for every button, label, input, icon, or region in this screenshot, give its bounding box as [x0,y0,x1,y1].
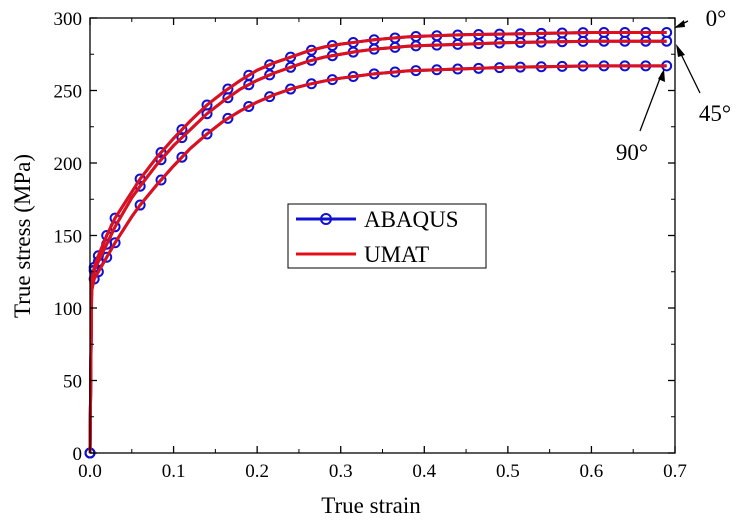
abaqus-marker [109,237,121,249]
x-tick-label: 0.1 [162,461,186,482]
abaqus-marker [243,100,255,112]
y-tick-label: 150 [54,227,83,248]
abaqus-marker [264,59,276,71]
abaqus-marker [264,91,276,103]
y-tick-label: 0 [73,444,83,465]
y-tick-label: 200 [54,154,83,175]
annotation-0-label: 0° [706,6,727,31]
abaqus-marker [201,128,213,140]
y-tick-label: 300 [54,9,83,30]
legend: ABAQUS UMAT [287,203,487,269]
abaqus-marker [201,108,213,120]
abaqus-marker [176,151,188,163]
legend-umat-label: UMAT [364,242,429,267]
x-tick-label: 0.2 [245,461,269,482]
y-tick-label: 50 [63,372,82,393]
abaqus-marker [222,112,234,124]
y-tick-label: 250 [54,82,83,103]
umat-curve-1 [88,39,667,454]
x-tick-label: 0.4 [412,461,436,482]
x-tick-label: 0.7 [663,461,687,482]
annotation-45-label: 45° [699,101,731,126]
legend-abaqus-label: ABAQUS [364,207,459,232]
x-tick-label: 0.5 [496,461,520,482]
annotation-90-label: 90° [616,140,648,165]
abaqus-marker [222,92,234,104]
abaqus-marker [155,174,167,186]
abaqus-marker [243,79,255,91]
abaqus-marker [101,251,113,263]
abaqus-marker [176,124,188,136]
abaqus-marker [176,132,188,144]
x-tick-label: 0.6 [580,461,604,482]
abaqus-marker [134,199,146,211]
x-tick-label: 0.3 [329,461,353,482]
annotation-45-arrowhead [676,44,685,57]
y-tick-label: 100 [54,299,83,320]
curve-layer [84,27,673,459]
annotation-0-arrowhead [674,20,685,28]
y-axis-title: True stress (MPa) [10,154,35,318]
abaqus-marker [264,69,276,81]
annotation-90-arrow-line [639,72,663,132]
legend-abaqus-marker [320,213,332,225]
legend-box [287,203,487,269]
x-axis-title: True strain [321,493,421,518]
axes: 0.0 0.1 0.2 0.3 0.4 0.5 0.6 0.7 0 50 100 150 200 250 3… [54,9,687,482]
umat-curve-0 [88,31,667,454]
umat-curve-2 [88,64,667,454]
x-tick-label: 0.0 [78,461,102,482]
annotation-90-arrowhead [658,69,665,82]
annotations: 0° 45° 90° [616,6,731,165]
